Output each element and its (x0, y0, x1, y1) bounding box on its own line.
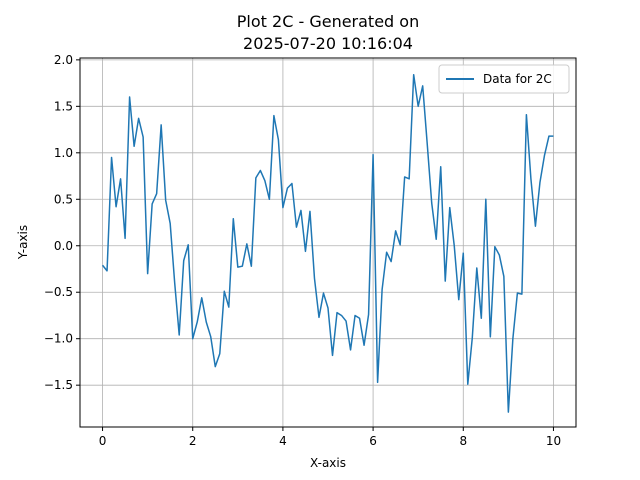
y-tick-label: 1.0 (54, 146, 73, 160)
grid (80, 58, 576, 427)
y-axis-label: Y-axis (16, 225, 30, 260)
plot-area-frame (79, 57, 577, 428)
x-tick-label: 2 (189, 434, 197, 448)
legend-label: Data for 2C (483, 72, 552, 86)
x-tick-label: 0 (99, 434, 107, 448)
axis-ticks: 0 2 4 6 8 10 −1.5 −1.0 −0.5 0.0 0.5 1.0 1.5 2.0 (44, 53, 561, 448)
x-tick-label: 8 (459, 434, 467, 448)
legend-box (438, 64, 570, 94)
series-layer (101, 73, 554, 413)
y-tick-label: 0.0 (54, 239, 73, 253)
series-line-0 (101, 73, 554, 413)
y-tick-label: −0.5 (44, 285, 73, 299)
chart-title-line-1: Plot 2C - Generated on (237, 12, 419, 31)
y-tick-label: 1.5 (54, 99, 73, 113)
y-tick-label: −1.5 (44, 378, 73, 392)
y-tick-label: 0.5 (54, 192, 73, 206)
x-tick-label: 4 (279, 434, 287, 448)
chart-title-line-2: 2025-07-20 10:16:04 (243, 34, 413, 53)
y-tick-label: −1.0 (44, 332, 73, 346)
legend: Data for 2C (438, 64, 570, 94)
x-axis-label: X-axis (310, 456, 346, 470)
x-tick-label: 10 (546, 434, 561, 448)
x-tick-label: 6 (369, 434, 377, 448)
y-tick-label: 2.0 (54, 53, 73, 67)
